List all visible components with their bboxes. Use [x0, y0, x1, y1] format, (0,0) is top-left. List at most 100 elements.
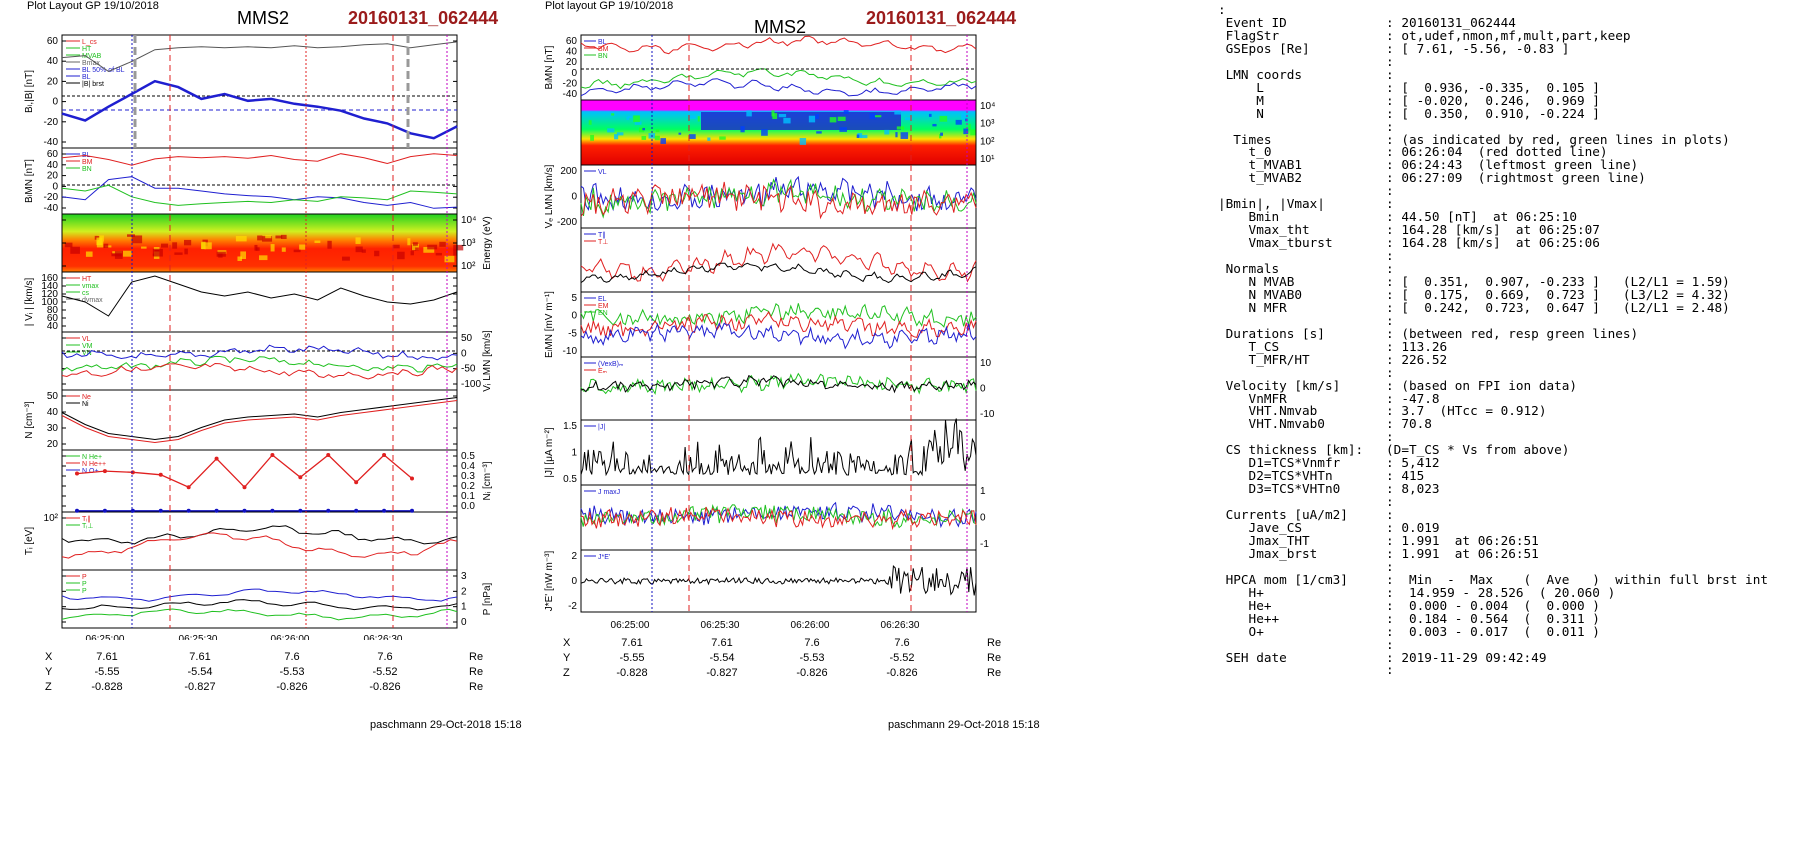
coord-value: -5.52 [889, 652, 915, 664]
coord-unit: Re [987, 667, 1002, 679]
left-plot-header: Plot Layout GP 19/10/2018 [27, 0, 159, 12]
series-P2 [61, 599, 458, 611]
data-point [354, 480, 359, 485]
y-tick-label: 0.0 [461, 501, 475, 512]
y-tick-label: 60 [47, 313, 59, 324]
legend-entry: L_cs [82, 39, 97, 46]
series-E [580, 302, 977, 328]
info-line: Times : (as indicated by red, green line… [1218, 131, 1730, 147]
y-tick-label: 40 [566, 47, 578, 58]
info-line: Currents [uA/m2] : [1218, 507, 1394, 523]
y-tick-label: 0 [461, 348, 467, 359]
info-line: : [1218, 183, 1394, 199]
panel-frame [61, 449, 458, 513]
coord-value: -0.827 [184, 681, 216, 693]
series-BL [61, 176, 458, 209]
x-tick-label: 06:26:00 [271, 634, 310, 640]
info-line: Jmax_THT : 1.991 at 06:26:51 [1218, 532, 1539, 548]
y-tick-label: 0 [980, 384, 986, 395]
y-tick-label: -40 [44, 137, 59, 148]
y-tick-label: 0 [571, 311, 577, 322]
legend-entry: BL [598, 39, 607, 46]
panel-frame [61, 569, 458, 629]
info-line: : [1218, 53, 1394, 69]
series-JE [580, 564, 977, 596]
y-axis-label: P [nPa] [482, 582, 493, 615]
legend-entry: vmax [82, 283, 99, 290]
data-point [130, 470, 135, 475]
info-line: : [1218, 118, 1394, 134]
y-tick-label: 1 [461, 602, 467, 613]
y-tick-label: 60 [566, 36, 578, 47]
coord-value: -5.55 [619, 652, 645, 664]
info-line: : [1218, 494, 1394, 510]
legend-entry: Ni [82, 401, 89, 408]
info-line: VHT.Nmvab0 : 70.8 [1218, 416, 1432, 432]
x-tick-label: 06:26:00 [791, 620, 830, 631]
y-tick-label: 10³ [461, 238, 476, 249]
y-tick-label: 100 [41, 297, 58, 308]
coord-value: -0.826 [886, 667, 918, 679]
legend-entry: J*E' [598, 554, 610, 561]
coord-value: 7.6 [377, 651, 393, 663]
info-line: N MFR : [ 0.242, 0.723, 0.647 ] (L2/L1 =… [1218, 299, 1730, 315]
y-axis-label: |J| [μA m⁻²] [544, 427, 555, 477]
y-tick-label: 50 [461, 333, 473, 344]
legend-entry: BN [598, 53, 608, 60]
legend-entry: BM [82, 159, 93, 166]
data-point [75, 471, 79, 476]
coord-value: 7.61 [189, 651, 211, 663]
y-tick-label: 20 [47, 171, 59, 182]
y-tick-label: -40 [44, 203, 59, 214]
series-EM [580, 372, 977, 395]
info-line: : [1218, 662, 1394, 678]
legend-entry: VL [82, 336, 91, 343]
coord-value: -5.52 [372, 666, 398, 678]
legend-entry: Tᵢ⊥ [82, 523, 93, 530]
legend-entry: VM [82, 343, 93, 350]
info-line: SEH date : 2019-11-29 09:42:49 [1218, 649, 1547, 665]
panel-frame [580, 227, 977, 293]
legend-entry: P [82, 581, 87, 588]
coord-value: -0.826 [276, 681, 308, 693]
data-point [158, 508, 163, 513]
x-tick-label: 06:25:00 [611, 620, 650, 631]
info-line: Jmax_brst : 1.991 at 06:26:51 [1218, 545, 1539, 561]
y-tick-label: 0 [571, 192, 577, 203]
y-tick-label: -50 [461, 364, 476, 375]
info-line: GSEpos [Re] : [ 7.61, -5.56, -0.83 ] [1218, 40, 1570, 56]
middle-plot-title: MMS2 [754, 17, 807, 37]
data-point [298, 508, 303, 513]
coord-unit: Re [469, 666, 484, 678]
info-line: VnMFR : -47.8 [1218, 390, 1440, 406]
series-Te-perp [580, 262, 977, 284]
panel-frame [61, 331, 458, 391]
y-tick-label: 40 [47, 407, 59, 418]
y-tick-label: 40 [47, 56, 59, 67]
y-tick-label: -1 [980, 539, 989, 550]
data-point [158, 472, 163, 477]
info-line: : [1218, 312, 1394, 328]
info-line: Vmax_tht : 164.28 [km/s] at 06:25:07 [1218, 222, 1600, 238]
y-tick-label: 0 [461, 617, 467, 628]
data-point [270, 452, 275, 457]
electron-spectrogram [581, 100, 976, 165]
series-Ti-par [61, 525, 458, 545]
coord-value: 7.61 [711, 637, 733, 649]
series-BL [580, 78, 977, 97]
series-Vi-magnitude [61, 275, 458, 317]
y-tick-label: 40 [47, 160, 59, 171]
info-line: |Bmin|, |Vmax| : [1218, 196, 1394, 212]
panel-frame [61, 34, 458, 149]
y-tick-label: 10⁴ [980, 101, 995, 112]
y-tick-label: 0 [571, 68, 577, 79]
y-tick-label: 10¹ [980, 154, 995, 165]
y-tick-label: 80 [47, 305, 59, 316]
y-tick-label: 120 [41, 289, 58, 300]
info-line: t_MVAB2 : 06:27:09 (rightmost green line… [1218, 170, 1646, 186]
info-line: : [1218, 429, 1394, 445]
y-tick-label: 0.3 [461, 471, 475, 482]
legend-entry: P [82, 588, 87, 595]
series-BM [580, 35, 977, 55]
